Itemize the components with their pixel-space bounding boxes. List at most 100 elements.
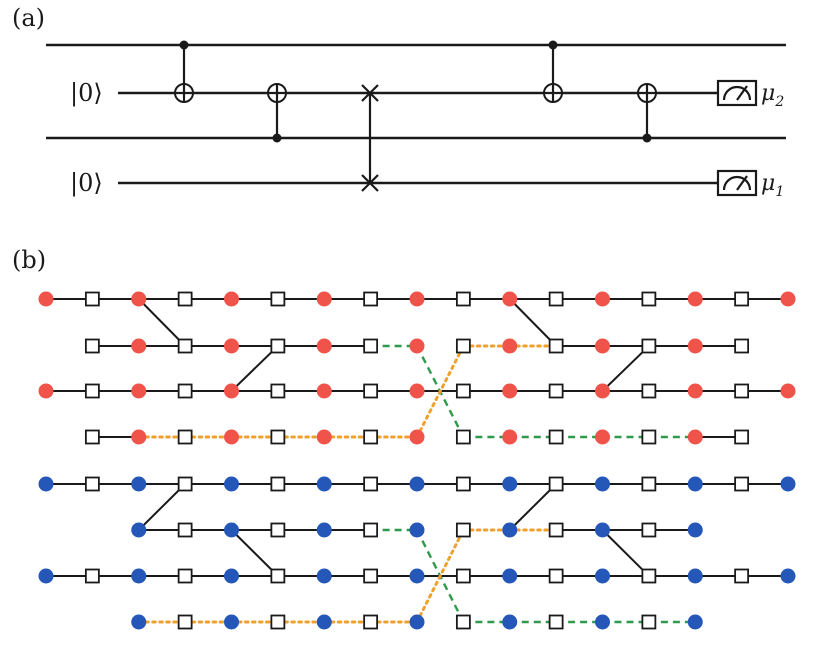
red-circle-node bbox=[224, 338, 239, 354]
red-circle-node bbox=[409, 291, 425, 307]
square-node bbox=[641, 614, 657, 630]
red-circle-node bbox=[409, 383, 425, 399]
square-node bbox=[363, 291, 379, 307]
orange-dotted-edge bbox=[415, 528, 465, 624]
lattice-edge bbox=[230, 529, 279, 577]
red-circle-node bbox=[316, 429, 332, 445]
blue-circle-node bbox=[38, 476, 54, 492]
square-node bbox=[734, 568, 750, 584]
square-node bbox=[177, 476, 193, 492]
blue-circle-node bbox=[502, 614, 518, 630]
square-node bbox=[363, 568, 379, 584]
blue-circle-node bbox=[131, 476, 147, 492]
red-circle-node bbox=[316, 291, 332, 307]
square-node bbox=[84, 429, 100, 445]
square-node bbox=[177, 429, 193, 445]
cnot-gate-2 bbox=[267, 83, 287, 143]
panel-b-label: (b) bbox=[12, 246, 46, 274]
square-node bbox=[177, 291, 193, 307]
blue-circle-node bbox=[131, 568, 147, 584]
blue-circle-node bbox=[687, 568, 703, 584]
control-dot bbox=[548, 40, 558, 50]
red-circle-node bbox=[316, 383, 332, 399]
lattice-edge bbox=[138, 483, 186, 531]
lattice-nodes bbox=[38, 291, 796, 630]
blue-circle-node bbox=[409, 614, 425, 630]
square-node bbox=[641, 522, 657, 538]
square-node bbox=[455, 568, 471, 584]
square-node bbox=[177, 614, 193, 630]
red-circle-node bbox=[595, 338, 610, 354]
blue-circle-node bbox=[687, 522, 703, 538]
square-node bbox=[363, 338, 379, 354]
red-circle-node bbox=[316, 338, 332, 354]
square-node bbox=[177, 383, 193, 399]
blue-circle-node bbox=[316, 568, 332, 584]
square-node bbox=[84, 383, 100, 399]
red-circle-node bbox=[409, 429, 425, 445]
square-node bbox=[177, 568, 193, 584]
orange-dotted-edge bbox=[415, 344, 465, 439]
red-circle-node bbox=[224, 383, 239, 399]
red-circle-node bbox=[780, 291, 796, 307]
blue-circle-node bbox=[780, 476, 796, 492]
red-circle-node bbox=[595, 291, 610, 307]
lattice-edge bbox=[601, 529, 650, 577]
blue-circle-node bbox=[131, 614, 147, 630]
cnot-gate-4 bbox=[637, 83, 657, 143]
blue-circle-node bbox=[687, 476, 703, 492]
red-circle-node bbox=[224, 429, 239, 445]
square-node bbox=[455, 522, 471, 538]
red-circle-node bbox=[687, 338, 703, 354]
blue-circle-node bbox=[502, 522, 518, 538]
square-node bbox=[455, 614, 471, 630]
blue-circle-node bbox=[316, 476, 332, 492]
red-circle-node bbox=[687, 383, 703, 399]
red-circle-node bbox=[38, 291, 54, 307]
blue-circle-node bbox=[224, 614, 239, 630]
control-dot bbox=[272, 133, 282, 143]
square-node bbox=[270, 614, 286, 630]
blue-circle-node bbox=[502, 568, 518, 584]
blue-circle-node bbox=[595, 614, 610, 630]
lattice-edge bbox=[601, 345, 650, 392]
square-node bbox=[641, 476, 657, 492]
red-circle-node bbox=[502, 291, 518, 307]
blue-circle-node bbox=[131, 522, 147, 538]
blue-circle-node bbox=[316, 614, 332, 630]
square-node bbox=[84, 476, 100, 492]
square-node bbox=[548, 383, 564, 399]
red-circle-node bbox=[687, 291, 703, 307]
red-circle-node bbox=[131, 291, 147, 307]
square-node bbox=[363, 522, 379, 538]
lattice-edge bbox=[138, 298, 186, 347]
blue-circle-node bbox=[595, 568, 610, 584]
ket-zero-top: |0⟩ bbox=[70, 79, 103, 108]
square-node bbox=[270, 338, 286, 354]
red-circle-node bbox=[687, 429, 703, 445]
measurement-label-mu1: μ1 bbox=[761, 171, 784, 200]
square-node bbox=[641, 568, 657, 584]
blue-circle-node bbox=[502, 476, 518, 492]
lattice-edge bbox=[509, 298, 557, 347]
square-node bbox=[548, 522, 564, 538]
red-circle-node bbox=[502, 383, 518, 399]
square-node bbox=[455, 291, 471, 307]
square-node bbox=[270, 291, 286, 307]
square-node bbox=[548, 291, 564, 307]
red-circle-node bbox=[409, 338, 425, 354]
measurement-label-mu2: μ2 bbox=[761, 81, 784, 110]
blue-circle-node bbox=[595, 476, 610, 492]
red-circle-node bbox=[780, 383, 796, 399]
red-circle-node bbox=[595, 429, 610, 445]
square-node bbox=[734, 383, 750, 399]
blue-circle-node bbox=[224, 476, 239, 492]
square-node bbox=[363, 614, 379, 630]
square-node bbox=[455, 476, 471, 492]
measurement-meter-bottom bbox=[716, 169, 758, 197]
lattice-edges bbox=[46, 298, 788, 624]
square-node bbox=[270, 429, 286, 445]
square-node bbox=[641, 429, 657, 445]
square-node bbox=[641, 291, 657, 307]
